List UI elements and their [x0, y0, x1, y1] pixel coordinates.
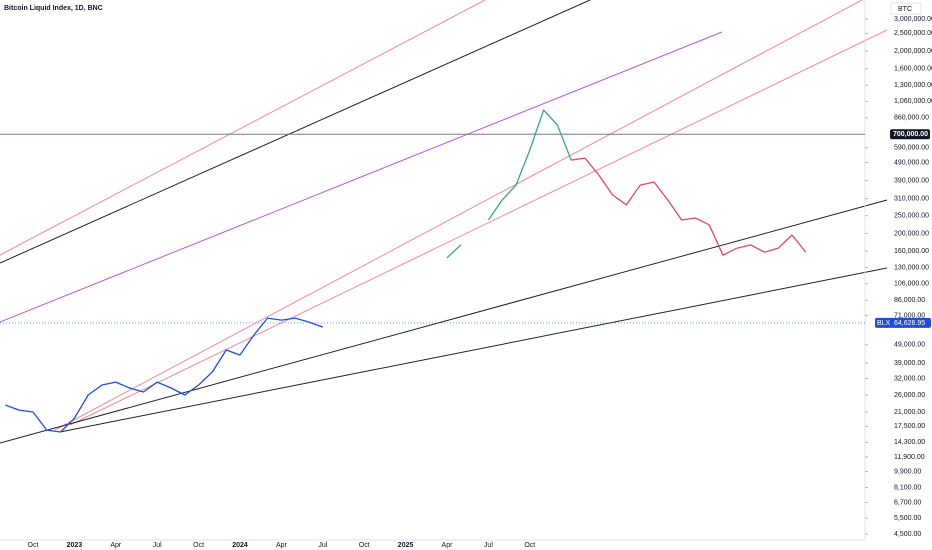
trend-line [0, 31, 723, 323]
trend-line [0, 199, 888, 444]
y-tick-label: 11,900.00 [894, 454, 925, 461]
x-tick-label: Oct [28, 542, 39, 549]
chart-title: Bitcoin Liquid Index, 1D, BNC [4, 5, 103, 12]
y-tick-label: 390,000.00 [894, 177, 929, 184]
x-tick-label: Jul [153, 542, 162, 549]
x-tick-label: Jul [484, 542, 493, 549]
y-tick-label: 39,000.00 [894, 360, 925, 367]
y-tick-label: 860,000.00 [894, 115, 929, 122]
price-tag-label: 64,626.95 [894, 320, 925, 327]
y-tick-label: 2,000,000.00 [894, 48, 932, 55]
y-tick-label: 130,000.00 [894, 264, 929, 271]
trend-line [0, 0, 591, 264]
y-tick-label: 4,500.00 [894, 531, 921, 538]
trend-line [69, 29, 888, 426]
price-tag [890, 129, 930, 140]
trend-line [59, 267, 888, 433]
y-tick-label: 3,000,000.00 [894, 16, 932, 23]
x-tick-label: Apr [442, 542, 454, 549]
y-tick-label: 26,000.00 [894, 392, 925, 399]
y-tick-label: 2,500,000.00 [894, 30, 932, 37]
y-tick-label: 106,000.00 [894, 281, 929, 288]
y-tick-label: 14,300.00 [894, 439, 925, 446]
x-tick-label: 2024 [232, 542, 248, 549]
y-tick-label: 250,000.00 [894, 213, 929, 220]
x-tick-label: 2025 [398, 542, 414, 549]
drawings [0, 0, 888, 444]
trend-line [0, 0, 486, 256]
y-tick-label: 310,000.00 [894, 196, 929, 203]
y-tick-label: 5,500.00 [894, 515, 921, 522]
price-tag [875, 317, 931, 328]
y-tick-label: 490,000.00 [894, 159, 929, 166]
x-tick-label: Apr [276, 542, 288, 549]
x-tick-label: Jul [318, 542, 327, 549]
y-tick-label: 9,900.00 [894, 468, 921, 475]
x-tick-label: Oct [359, 542, 370, 549]
y-tick-label: 1,300,000.00 [894, 82, 932, 89]
x-tick-label: Apr [110, 542, 122, 549]
y-tick-label: 590,000.00 [894, 145, 929, 152]
y-tick-label: 86,000.00 [894, 297, 925, 304]
y-tick-label: 200,000.00 [894, 230, 929, 237]
x-tick-label: 2023 [67, 542, 83, 549]
price-tag-label: 700,000.00 [893, 131, 928, 138]
currency-box [890, 2, 922, 15]
series-line [5, 317, 324, 433]
y-tick-label: 17,500.00 [894, 423, 925, 430]
y-tick-label: 49,000.00 [894, 342, 925, 349]
y-tick-label: 1,600,000.00 [894, 66, 932, 73]
currency: BTC [898, 6, 912, 13]
x-tick-label: Oct [193, 542, 204, 549]
y-tick-label: 21,000.00 [894, 409, 925, 416]
y-tick-label: 71,000.00 [894, 312, 925, 319]
trend-line [54, 0, 863, 431]
x-tick-label: Oct [524, 542, 535, 549]
y-tick-label: 8,100.00 [894, 484, 921, 491]
series-line [571, 157, 807, 256]
series-line [446, 109, 572, 259]
y-tick-label: 32,000.00 [894, 375, 925, 382]
y-tick-label: 1,060,000.00 [894, 98, 932, 105]
y-tick-label: 160,000.00 [894, 248, 929, 255]
price-tag-name: BLX [877, 320, 891, 327]
y-tick-label: 6,700.00 [894, 499, 921, 506]
